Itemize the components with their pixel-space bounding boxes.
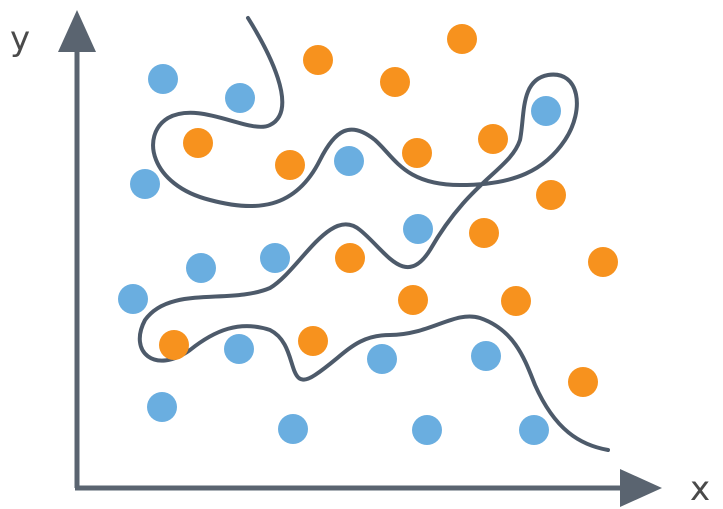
blue-point bbox=[118, 284, 148, 314]
orange-point bbox=[478, 124, 508, 154]
blue-point bbox=[260, 243, 290, 273]
class-b-points bbox=[159, 24, 618, 397]
y-axis-label: y bbox=[10, 19, 30, 59]
orange-point bbox=[588, 247, 618, 277]
axes: y x bbox=[10, 10, 710, 509]
orange-point bbox=[568, 367, 598, 397]
blue-point bbox=[148, 64, 178, 94]
blue-point bbox=[403, 214, 433, 244]
x-axis-arrowhead bbox=[620, 469, 662, 507]
class-a-points bbox=[118, 64, 561, 445]
orange-point bbox=[298, 326, 328, 356]
blue-point bbox=[471, 341, 501, 371]
blue-point bbox=[147, 392, 177, 422]
orange-point bbox=[501, 286, 531, 316]
x-axis-label: x bbox=[690, 469, 710, 509]
orange-point bbox=[275, 150, 305, 180]
orange-point bbox=[447, 24, 477, 54]
blue-point bbox=[367, 344, 397, 374]
orange-point bbox=[398, 285, 428, 315]
blue-point bbox=[225, 83, 255, 113]
orange-point bbox=[159, 330, 189, 360]
orange-point bbox=[183, 128, 213, 158]
orange-point bbox=[335, 243, 365, 273]
orange-point bbox=[536, 180, 566, 210]
blue-point bbox=[130, 169, 160, 199]
orange-point bbox=[303, 45, 333, 75]
blue-point bbox=[224, 334, 254, 364]
orange-point bbox=[380, 67, 410, 97]
blue-point bbox=[278, 414, 308, 444]
y-axis-arrowhead bbox=[58, 10, 96, 52]
orange-point bbox=[469, 218, 499, 248]
blue-point bbox=[531, 96, 561, 126]
orange-point bbox=[402, 138, 432, 168]
blue-point bbox=[412, 415, 442, 445]
blue-point bbox=[186, 253, 216, 283]
blue-point bbox=[519, 415, 549, 445]
blue-point bbox=[334, 146, 364, 176]
decision-boundary bbox=[137, 16, 610, 452]
